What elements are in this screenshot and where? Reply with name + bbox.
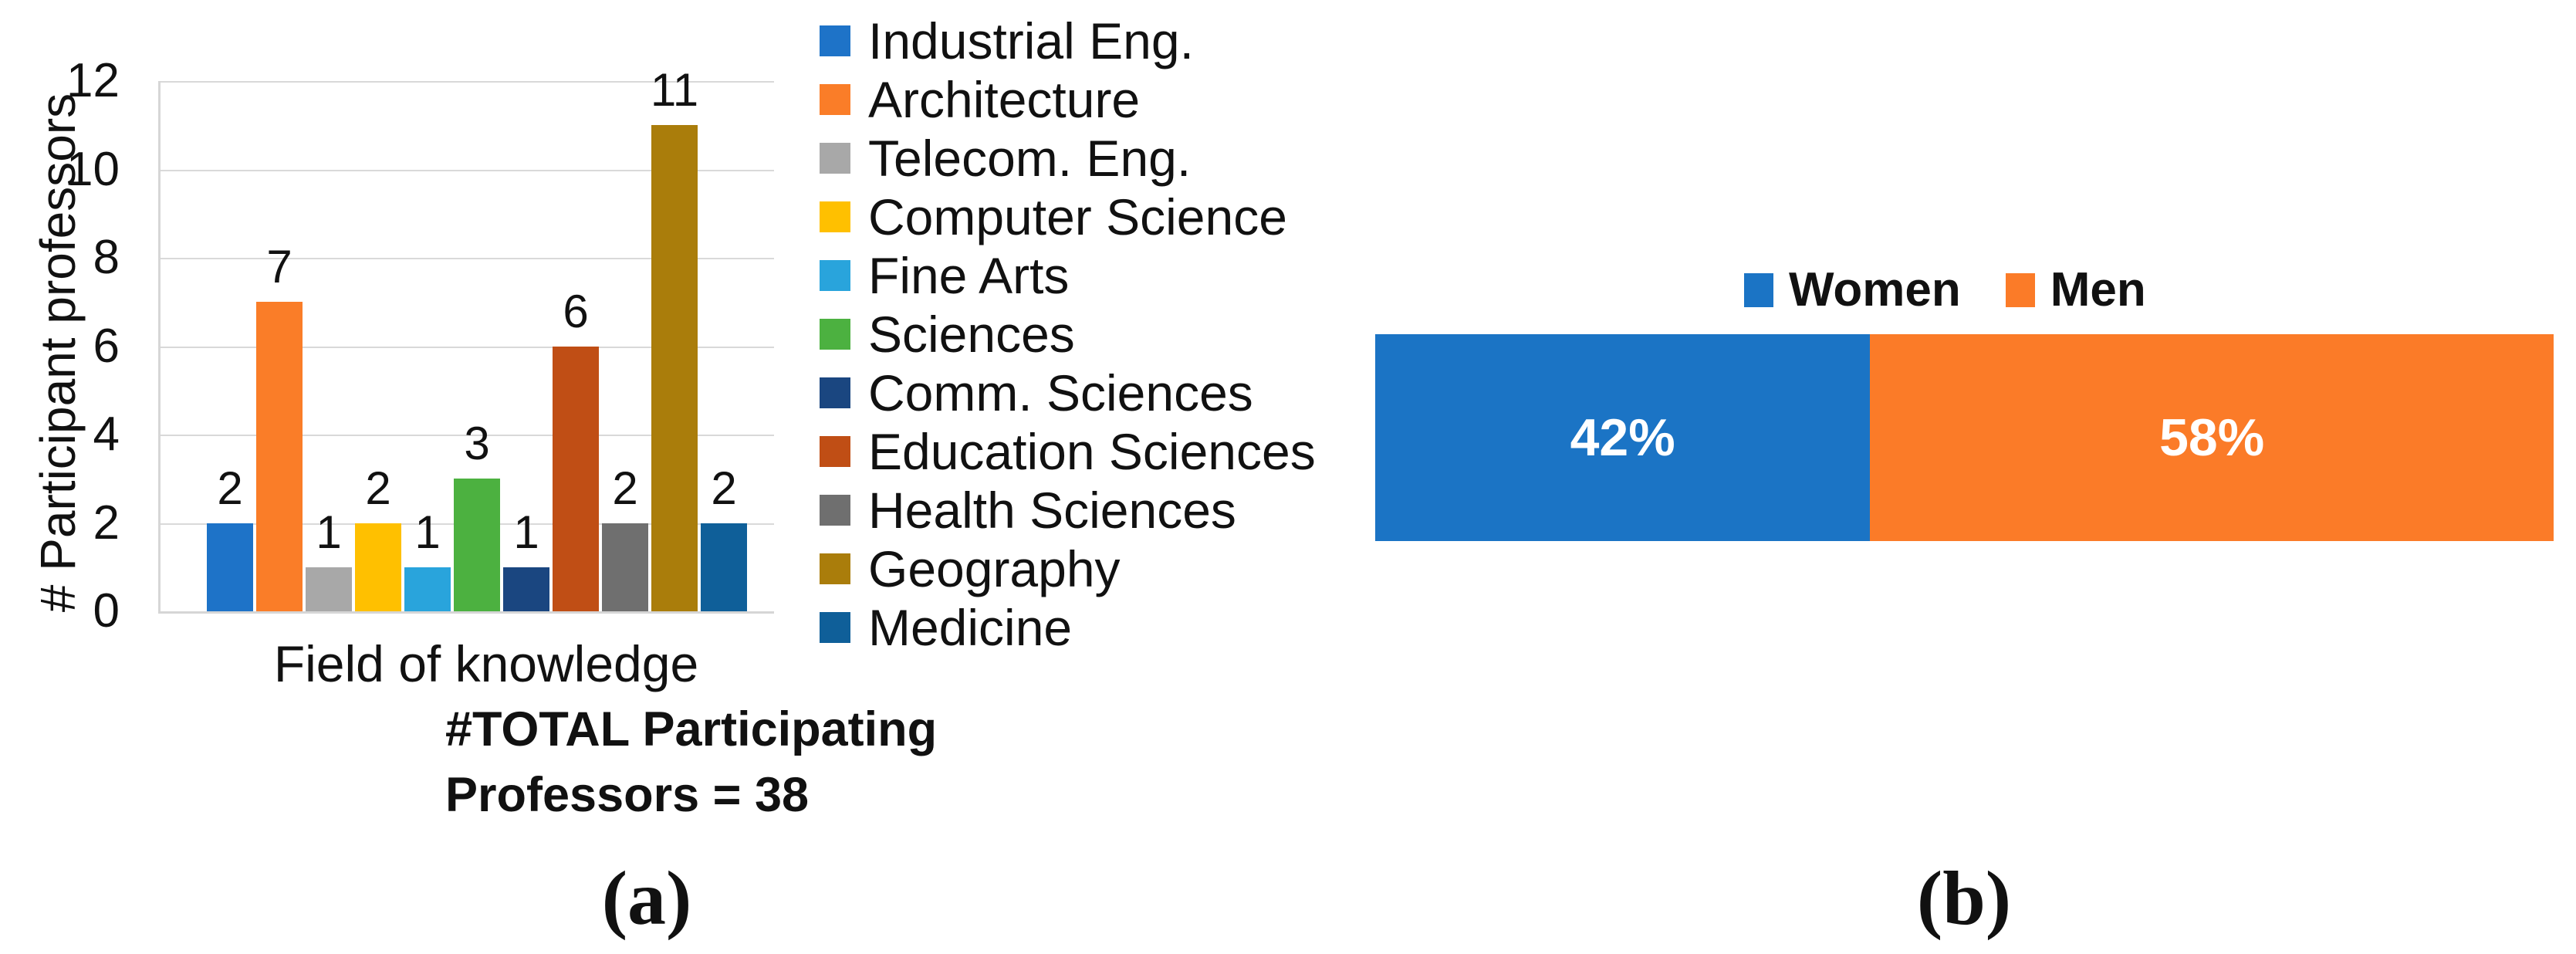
legend-item-health-sciences: Health Sciences (820, 481, 1316, 540)
gridline-12 (161, 81, 774, 83)
bar-value-architecture: 7 (266, 241, 292, 293)
legend-fields: Industrial Eng. Architecture Telecom. Eng.… (820, 12, 1316, 657)
bar-value-education-sciences: 6 (563, 285, 589, 337)
legend-label-men: Men (2050, 263, 2146, 316)
total-annotation-line1: #TOTAL Participating (445, 702, 938, 756)
legend-gender: Women Men (1744, 262, 2146, 317)
legend-item-sciences: Sciences (820, 305, 1316, 364)
x-axis-title: Field of knowledge (273, 635, 699, 692)
gridline-8 (161, 258, 774, 259)
legend-swatch-geography (820, 553, 850, 584)
legend-item-industrial-eng: Industrial Eng. (820, 12, 1316, 70)
legend-swatch-computer-science (820, 201, 850, 232)
legend-label-geography: Geography (868, 540, 1121, 597)
bar-value-telecom-eng: 1 (316, 506, 342, 558)
bar-fine-arts (404, 567, 451, 611)
legend-label-comm-sciences: Comm. Sciences (868, 364, 1253, 421)
legend-label-medicine: Medicine (868, 599, 1073, 656)
legend-item-medicine: Medicine (820, 598, 1316, 657)
bar-education-sciences (553, 346, 599, 611)
legend-label-health-sciences: Health Sciences (868, 482, 1236, 539)
segment-men: 58% (1870, 334, 2554, 541)
y-tick-4: 4 (93, 408, 120, 461)
bar-value-comm-sciences: 1 (513, 506, 539, 558)
legend-label-architecture: Architecture (868, 71, 1141, 128)
bar-value-sciences: 3 (464, 418, 490, 470)
bar-value-fine-arts: 1 (414, 506, 441, 558)
caption-a: (a) (601, 855, 692, 941)
bar-value-industrial-eng: 2 (217, 462, 243, 514)
y-tick-6: 6 (93, 319, 120, 373)
segment-value-men: 58% (2159, 408, 2265, 467)
bar-industrial-eng (207, 523, 253, 611)
gridline-6 (161, 346, 774, 348)
legend-item-geography: Geography (820, 540, 1316, 598)
legend-swatch-telecom-eng (820, 143, 850, 174)
legend-label-sciences: Sciences (868, 306, 1075, 363)
legend-item-education-sciences: Education Sciences (820, 422, 1316, 481)
legend-item-comm-sciences: Comm. Sciences (820, 364, 1316, 422)
bar-computer-science (355, 523, 401, 611)
y-tick-10: 10 (66, 142, 120, 196)
legend-swatch-architecture (820, 84, 850, 115)
legend-label-fine-arts: Fine Arts (868, 247, 1070, 304)
bar-health-sciences (602, 523, 648, 611)
bar-medicine (701, 523, 747, 611)
legend-item-telecom-eng: Telecom. Eng. (820, 129, 1316, 188)
bar-value-medicine: 2 (711, 462, 737, 514)
gender-stacked-bar: 42% 58% (1375, 334, 2554, 541)
y-tick-0: 0 (93, 584, 120, 638)
y-tick-8: 8 (93, 231, 120, 284)
legend-label-education-sciences: Education Sciences (868, 423, 1316, 480)
bar-value-geography: 11 (650, 64, 699, 117)
legend-label-telecom-eng: Telecom. Eng. (868, 130, 1192, 187)
total-annotation-line2: Professors = 38 (445, 768, 810, 822)
legend-item-architecture: Architecture (820, 70, 1316, 129)
legend-label-industrial-eng: Industrial Eng. (868, 12, 1194, 69)
bar-architecture (256, 302, 303, 611)
segment-value-women: 42% (1570, 408, 1675, 467)
bar-comm-sciences (503, 567, 549, 611)
legend-swatch-women (1744, 272, 1773, 307)
y-tick-12: 12 (66, 54, 120, 107)
caption-b: (b) (1916, 855, 2012, 941)
legend-label-women: Women (1789, 263, 1961, 316)
legend-item-fine-arts: Fine Arts (820, 246, 1316, 305)
legend-swatch-education-sciences (820, 436, 850, 467)
segment-women: 42% (1375, 334, 1871, 541)
legend-swatch-sciences (820, 319, 850, 350)
legend-item-women: Women (1744, 262, 1961, 317)
y-tick-2: 2 (93, 496, 120, 550)
bar-geography (651, 125, 698, 611)
legend-label-computer-science: Computer Science (868, 188, 1287, 245)
legend-swatch-health-sciences (820, 495, 850, 526)
bar-value-computer-science: 2 (365, 462, 391, 514)
bar-sciences (454, 479, 500, 611)
bar-telecom-eng (306, 567, 352, 611)
bar-value-health-sciences: 2 (612, 462, 638, 514)
total-annotation: #TOTAL Participating Professors = 38 (445, 697, 937, 828)
legend-swatch-medicine (820, 612, 850, 643)
gridline-10 (161, 169, 774, 171)
legend-swatch-comm-sciences (820, 377, 850, 408)
plot-area: 2 7 1 2 1 3 1 6 2 11 2 (158, 65, 774, 614)
legend-item-men: Men (2005, 262, 2146, 317)
legend-item-computer-science: Computer Science (820, 188, 1316, 246)
legend-swatch-men (2005, 272, 2035, 307)
gridline-4 (161, 435, 774, 436)
legend-swatch-fine-arts (820, 260, 850, 291)
legend-swatch-industrial-eng (820, 25, 850, 56)
